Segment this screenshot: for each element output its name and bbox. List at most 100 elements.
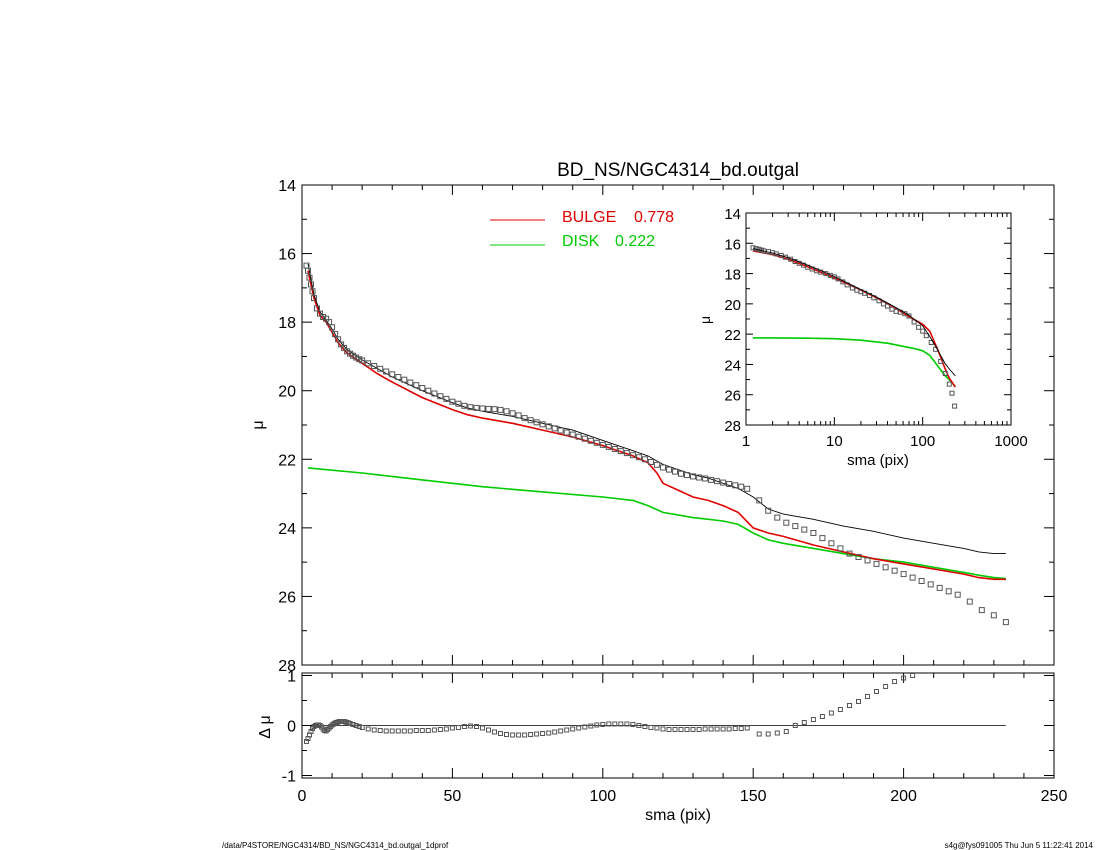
main-observed-point: [443, 395, 450, 402]
residual-observed-point: [630, 722, 636, 727]
residual-observed-point: [383, 728, 389, 734]
main-observed-point: [305, 267, 311, 274]
main-observed-point: [756, 497, 763, 504]
residual-observed-point: [552, 729, 558, 735]
main-observed-point: [563, 429, 570, 436]
residual-observed-point: [837, 707, 843, 712]
inset-observed-point: [949, 390, 955, 396]
residual-observed-point: [389, 728, 395, 734]
residual-observed-point: [678, 727, 684, 732]
residual-observed-point: [726, 726, 732, 732]
residual-observed-point: [624, 721, 630, 727]
main-observed-point: [819, 535, 826, 542]
residual-observed-point: [437, 727, 443, 732]
main-observed-point: [660, 464, 666, 471]
residual-observed-point: [486, 727, 491, 733]
main-observed-point: [909, 574, 916, 581]
main-observed-point: [593, 439, 600, 446]
main-observed-point: [690, 473, 696, 480]
residual-observed-point: [774, 730, 780, 736]
legend-bulge-value: 0.778: [634, 209, 674, 226]
residual-observed-point: [546, 730, 552, 736]
main-observed-point: [509, 410, 516, 417]
residual-observed-point: [492, 729, 497, 735]
main-observed-point: [882, 564, 889, 571]
residual-x-tick-label: 250: [1041, 788, 1068, 805]
residual-observed-point: [696, 727, 702, 732]
main-observed-point: [491, 406, 498, 413]
residual-observed-point: [455, 725, 461, 730]
main-observed-point: [714, 478, 721, 485]
main-observed-point: [678, 470, 684, 477]
main-observed-point: [551, 425, 558, 432]
main-observed-point: [479, 405, 486, 412]
residual-observed-point: [365, 726, 371, 732]
residual-observed-point: [474, 724, 479, 729]
residual-x-tick-label: 200: [890, 788, 917, 805]
inset-observed-point: [952, 403, 958, 409]
main-observed-point: [383, 368, 390, 375]
main-y-tick-label: 24: [278, 521, 296, 538]
residual-observed-point: [347, 721, 353, 726]
residual-observed-points: [304, 673, 916, 744]
main-observed-point: [927, 581, 934, 588]
footer-timestamp: s4g@fys091005 Thu Jun 5 11:22:41 2014: [945, 841, 1094, 850]
main-observed-point: [810, 530, 817, 536]
main-observed-point: [611, 446, 618, 452]
main-observed-point: [407, 379, 414, 386]
inset-y-tick-label: 26: [724, 388, 741, 405]
residual-observed-point: [528, 732, 534, 737]
main-observed-point: [557, 427, 564, 434]
residual-observed-point: [892, 679, 898, 684]
residual-observed-point: [714, 726, 720, 732]
main-observed-point: [846, 550, 853, 557]
main-observed-point: [623, 450, 630, 457]
residual-x-tick-label: 150: [740, 788, 767, 805]
main-observed-point: [515, 412, 522, 419]
inset-observed-point: [938, 358, 944, 364]
main-observed-point: [413, 382, 420, 389]
residual-observed-point: [377, 728, 383, 733]
main-observed-point: [599, 441, 606, 448]
residual-x-axis-label: sma (pix): [645, 807, 711, 824]
residual-observed-point: [732, 726, 738, 731]
main-observed-point: [653, 461, 660, 468]
main-observed-point: [377, 365, 384, 372]
inset-observed-point: [946, 381, 952, 387]
residual-observed-point: [901, 675, 907, 681]
main-observed-point: [605, 443, 612, 450]
residual-observed-point: [666, 727, 672, 732]
residual-observed-point: [510, 732, 516, 738]
residual-observed-point: [654, 725, 660, 731]
residual-observed-point: [401, 728, 407, 734]
main-y-tick-label: 18: [278, 315, 296, 332]
residual-observed-point: [461, 724, 467, 729]
inset-y-tick-label: 14: [724, 206, 741, 223]
main-observed-point: [672, 468, 678, 475]
main-observed-point: [978, 607, 985, 614]
residual-series-group: [302, 673, 1006, 744]
inset-observed-point: [942, 371, 948, 376]
residual-observed-point: [690, 727, 696, 732]
residual-observed-point: [534, 731, 540, 737]
main-observed-point: [329, 324, 336, 331]
main-observed-point: [497, 406, 504, 413]
main-observed-point: [702, 475, 709, 482]
inset-plot-frame: [745, 212, 1012, 426]
residual-observed-point: [648, 725, 654, 730]
legend: BULGE 0.778 DISK 0.222: [490, 209, 674, 250]
inset-y-tick-label: 28: [724, 418, 741, 435]
inset-x-tick-label: 100: [910, 433, 935, 450]
residual-observed-point: [910, 673, 916, 678]
main-observed-point: [855, 554, 862, 560]
residual-observed-point: [413, 728, 419, 733]
main-observed-point: [629, 452, 636, 459]
residual-x-tick-label: 50: [444, 788, 462, 805]
residual-observed-point: [467, 723, 473, 729]
main-observed-point: [308, 281, 314, 288]
main-observed-point: [569, 431, 576, 438]
main-y-ticks: 14 16 18 20 22 24 26 28: [278, 178, 1054, 675]
inset-y-tick-label: 22: [724, 327, 741, 344]
residual-observed-point: [353, 723, 359, 728]
legend-bulge-label: BULGE: [562, 209, 616, 226]
